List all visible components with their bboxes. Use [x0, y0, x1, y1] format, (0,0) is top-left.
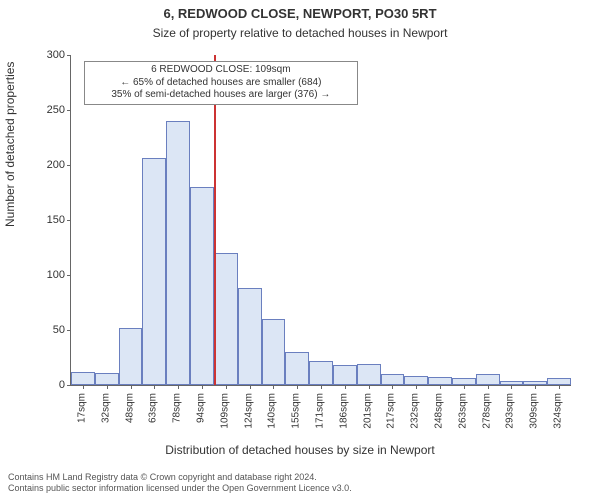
subject-callout: 6 REDWOOD CLOSE: 109sqm← 65% of detached… — [84, 61, 358, 105]
x-tick-label: 155sqm — [291, 393, 302, 429]
bars-group — [71, 55, 571, 385]
x-tick-label: 48sqm — [124, 393, 135, 423]
x-tick-label: 217sqm — [386, 393, 397, 429]
bar — [357, 364, 381, 385]
x-tick-label: 32sqm — [100, 393, 111, 423]
bar — [333, 365, 357, 385]
y-axis-label: Number of detached properties — [3, 211, 17, 227]
x-tick-label: 186sqm — [338, 393, 349, 429]
bar — [214, 253, 238, 385]
bar — [476, 374, 500, 385]
bar — [166, 121, 190, 385]
bar — [452, 378, 476, 385]
y-tick-label: 100 — [47, 269, 71, 281]
bar — [381, 374, 405, 385]
x-tick-label: 324sqm — [553, 393, 564, 429]
x-axis-label: Distribution of detached houses by size … — [0, 443, 600, 457]
y-tick-label: 250 — [47, 104, 71, 116]
callout-line: 6 REDWOOD CLOSE: 109sqm — [91, 64, 351, 77]
y-tick-label: 300 — [47, 49, 71, 61]
x-tick-label: 171sqm — [315, 393, 326, 429]
x-tick-label: 109sqm — [219, 393, 230, 429]
y-tick-label: 50 — [53, 324, 71, 336]
x-tick-label: 63sqm — [148, 393, 159, 423]
bar — [119, 328, 143, 385]
bar — [404, 376, 428, 385]
x-tick-label: 201sqm — [362, 393, 373, 429]
bar — [142, 158, 166, 385]
y-tick-label: 200 — [47, 159, 71, 171]
x-tick-label: 232sqm — [410, 393, 421, 429]
x-tick-label: 278sqm — [481, 393, 492, 429]
x-tick-label: 293sqm — [505, 393, 516, 429]
x-tick-label: 94sqm — [195, 393, 206, 423]
footer-line-1: Contains HM Land Registry data © Crown c… — [8, 472, 592, 483]
x-tick-label: 248sqm — [434, 393, 445, 429]
y-tick-label: 150 — [47, 214, 71, 226]
callout-line: 35% of semi-detached houses are larger (… — [91, 89, 351, 102]
callout-line: ← 65% of detached houses are smaller (68… — [91, 77, 351, 90]
chart-container: { "title": "6, REDWOOD CLOSE, NEWPORT, P… — [0, 0, 600, 500]
bar — [309, 361, 333, 385]
bar — [285, 352, 309, 385]
x-tick-label: 17sqm — [76, 393, 87, 423]
x-tick-label: 78sqm — [172, 393, 183, 423]
x-tick-label: 124sqm — [243, 393, 254, 429]
footer-attribution: Contains HM Land Registry data © Crown c… — [8, 472, 592, 495]
x-tick-label: 309sqm — [529, 393, 540, 429]
plot-area: 6 REDWOOD CLOSE: 109sqm← 65% of detached… — [70, 55, 571, 386]
bar — [190, 187, 214, 385]
x-tick-label: 263sqm — [457, 393, 468, 429]
chart-title: 6, REDWOOD CLOSE, NEWPORT, PO30 5RT — [0, 6, 600, 21]
bar — [262, 319, 286, 385]
y-tick-label: 0 — [59, 379, 71, 391]
bar — [547, 378, 571, 385]
bar — [95, 373, 119, 385]
bar — [428, 377, 452, 385]
bar — [71, 372, 95, 385]
bar — [238, 288, 262, 385]
x-tick-label: 140sqm — [267, 393, 278, 429]
chart-subtitle: Size of property relative to detached ho… — [0, 26, 600, 40]
footer-line-2: Contains public sector information licen… — [8, 483, 592, 494]
subject-marker-line — [214, 55, 216, 385]
